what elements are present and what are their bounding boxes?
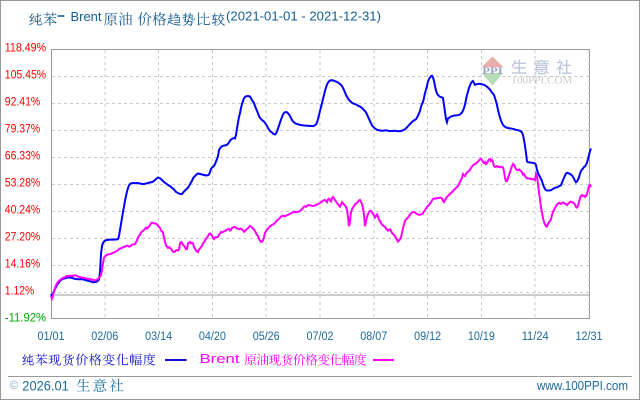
svg-text:100PPI.COM: 100PPI.COM	[511, 75, 573, 86]
svg-text:27.20%: 27.20%	[5, 232, 40, 244]
svg-text:Brent: Brent	[71, 9, 102, 24]
svg-text:53.28%: 53.28%	[5, 178, 40, 190]
svg-text:©: ©	[10, 380, 19, 392]
svg-text:14.16%: 14.16%	[5, 259, 40, 271]
svg-text:10/19: 10/19	[468, 331, 495, 343]
svg-text:07/02: 07/02	[307, 331, 334, 343]
svg-text:92.41%: 92.41%	[5, 97, 40, 109]
svg-text:Brent: Brent	[200, 352, 241, 366]
svg-text:66.33%: 66.33%	[5, 151, 40, 163]
svg-text:40.24%: 40.24%	[5, 205, 40, 217]
svg-text:-11.92%: -11.92%	[5, 313, 46, 325]
svg-text:04/20: 04/20	[199, 331, 226, 343]
svg-text:105.45%: 105.45%	[5, 70, 46, 82]
svg-text:03/14: 03/14	[145, 331, 173, 343]
svg-text:12/31: 12/31	[576, 331, 603, 343]
svg-text:08/07: 08/07	[360, 331, 387, 343]
svg-text:PPI: PPI	[482, 66, 503, 76]
svg-text:2026.01: 2026.01	[22, 379, 69, 394]
svg-text:1.12%: 1.12%	[5, 286, 35, 298]
svg-text:118.49%: 118.49%	[5, 43, 46, 55]
svg-text:www.100PPI.com: www.100PPI.com	[536, 379, 628, 393]
svg-text:02/06: 02/06	[91, 331, 118, 343]
svg-text:01/01: 01/01	[38, 331, 65, 343]
svg-text:05/26: 05/26	[253, 331, 280, 343]
svg-text:79.37%: 79.37%	[5, 124, 40, 136]
svg-text:(2021-01-01 - 2021-12-31): (2021-01-01 - 2021-12-31)	[226, 9, 381, 24]
svg-text:11/24: 11/24	[522, 331, 550, 343]
svg-text:09/12: 09/12	[414, 331, 441, 343]
